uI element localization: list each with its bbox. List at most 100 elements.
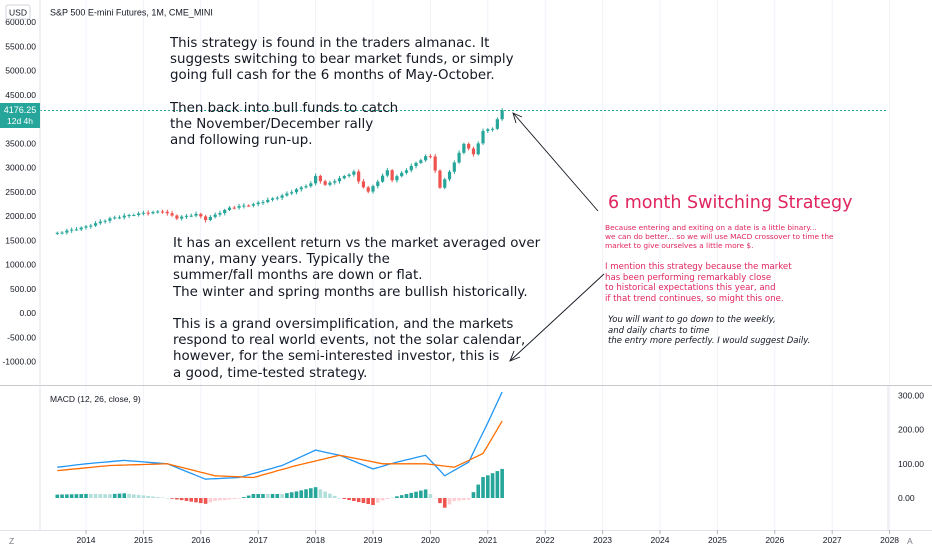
macd-histogram-bar (294, 491, 299, 498)
macd-histogram-bar (60, 494, 64, 498)
macd-histogram-bar (380, 498, 385, 501)
annotation-pink-note-1: Because entering and exiting on a date i… (605, 223, 834, 251)
macd-histogram-bar (318, 489, 323, 498)
macd-histogram-bar (395, 496, 399, 498)
macd-histogram-bar (232, 498, 237, 500)
currency-badge[interactable] (5, 4, 31, 20)
signal-line (57, 420, 503, 479)
macd-histogram-bar (490, 473, 495, 498)
candle-body (60, 232, 64, 234)
macd-histogram-bar (256, 494, 260, 498)
candle-body (122, 215, 126, 218)
macd-axis[interactable]: 300.00 200.00 100.00 0.00 (898, 390, 924, 503)
symbol-title[interactable]: S&P 500 E-mini Futures, 1M, CME_MINI (50, 8, 213, 18)
candle-body (223, 209, 227, 214)
candle-body (476, 143, 480, 155)
time-axis-label: 2021 (478, 535, 497, 545)
candle-body (371, 186, 375, 192)
candle-body (409, 165, 413, 171)
macd-histogram-bar (466, 498, 471, 500)
annotation-title: 6 month Switching Strategy (608, 193, 853, 213)
zoom-glyph[interactable]: Z (9, 536, 14, 546)
arrow-to-price-peak (512, 112, 599, 212)
candle-body (438, 170, 442, 188)
macd-histogram-bar (222, 498, 227, 501)
macd-axis-label: 300.00 (898, 390, 924, 400)
macd-histogram-bar (495, 471, 500, 498)
macd-histogram-bar (390, 497, 394, 499)
currency-label[interactable]: USD (9, 8, 27, 18)
candle-body (314, 175, 318, 184)
macd-histogram-bar (385, 498, 390, 500)
time-axis-label: 2020 (421, 535, 440, 545)
macd-histogram-bar (486, 475, 490, 498)
time-axis[interactable]: 2014 2015 2016 2017 2018 2019 2020 2021 2022 2023… (77, 530, 900, 545)
price-candles (55, 108, 504, 235)
candle-body (457, 152, 461, 163)
candle-body (347, 174, 351, 177)
candle-body (400, 172, 404, 177)
candle-body (395, 176, 399, 181)
current-price-badge (0, 103, 40, 128)
macd-histogram-bar (328, 493, 332, 498)
candle-body (65, 230, 69, 233)
macd-histogram-bar (189, 498, 194, 502)
candle-body (251, 204, 256, 206)
candle-body (156, 211, 160, 213)
macd-histogram-bar (433, 498, 437, 499)
macd-histogram-bar (261, 494, 265, 498)
candle-body (165, 211, 169, 214)
candle-body (467, 143, 471, 149)
candle-body (433, 156, 437, 171)
candle-body (199, 213, 203, 217)
candle-body (74, 229, 79, 231)
candle-body (98, 221, 102, 224)
macd-histogram-bar (304, 489, 308, 498)
candle-body (227, 207, 232, 210)
candle-body (447, 171, 452, 180)
macd-histogram-bar (151, 496, 155, 498)
annotation-top-note: This strategy is found in the traders al… (170, 36, 514, 149)
auto-scale-glyph[interactable]: A (907, 536, 913, 546)
candle-body (328, 182, 332, 185)
price-axis-label: -1000.00 (2, 357, 36, 367)
candle-body (471, 148, 476, 155)
time-axis-label: 2018 (306, 535, 325, 545)
macd-histogram-bar (246, 495, 251, 498)
macd-histogram-bar (175, 498, 179, 500)
macd-histogram-bar (481, 477, 485, 498)
candle-body (333, 181, 337, 183)
macd-histogram-bar (452, 498, 457, 502)
time-axis-label: 2027 (823, 535, 842, 545)
candle-body (89, 225, 93, 227)
macd-histogram-bar (442, 498, 447, 508)
macd-histogram-bar (361, 498, 366, 504)
grid-lines (85, 0, 891, 530)
candle-body (452, 162, 456, 172)
candle-body (141, 212, 145, 214)
time-axis-label: 2019 (364, 535, 383, 545)
macd-histogram-bar (108, 494, 112, 498)
macd-histogram-bar (404, 494, 409, 498)
bar-countdown-label: 12d 4h (7, 116, 33, 126)
candle-body (419, 160, 423, 163)
macd-histogram-bar (155, 496, 160, 498)
price-axis[interactable]: 6000.00 5500.00 5000.00 4500.00 3500.00 3000.… (2, 17, 36, 367)
price-axis-label: 3500.00 (5, 138, 36, 148)
macd-histogram-bar (265, 494, 270, 498)
time-axis-label: 2025 (708, 535, 727, 545)
macd-histogram-bar (275, 494, 280, 498)
time-axis-label: 2014 (77, 535, 96, 545)
macd-histogram-bar (65, 494, 69, 498)
macd-histogram-bar (227, 498, 232, 500)
macd-histogram-bar (313, 487, 318, 498)
macd-legend[interactable]: MACD (12, 26, close, 9) (50, 394, 141, 404)
macd-histogram-bar (428, 494, 433, 498)
candle-body (285, 193, 289, 196)
candle-body (132, 215, 136, 217)
macd-histogram-bar (74, 494, 79, 498)
candle-body (380, 175, 385, 182)
macd-histogram (55, 468, 504, 508)
macd-histogram-bar (289, 492, 294, 498)
